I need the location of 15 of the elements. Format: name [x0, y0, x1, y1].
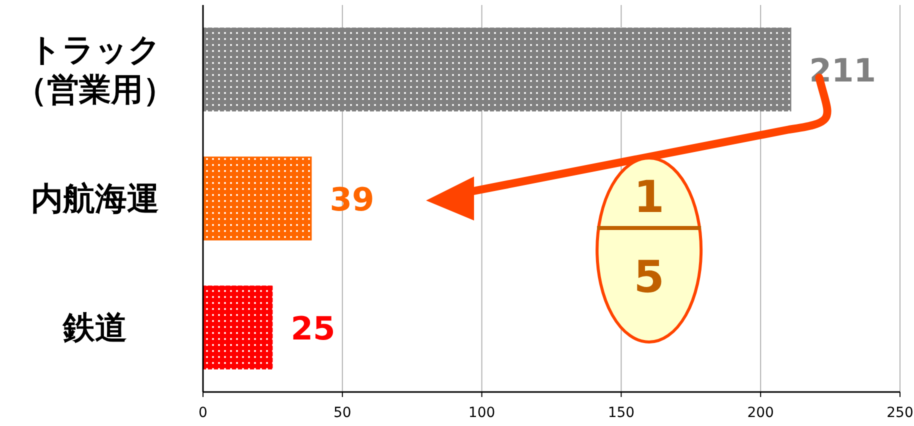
- y-tick-label: 鉄道: [62, 308, 127, 346]
- x-tick-label: 150: [608, 405, 635, 421]
- data-label: 25: [290, 310, 336, 348]
- bar: [203, 156, 312, 240]
- x-tick-label: 200: [747, 405, 774, 421]
- annotation: 5: [634, 252, 664, 303]
- data-label: 39: [330, 180, 374, 218]
- y-tick-label: トラック（営業用）: [15, 30, 175, 108]
- annotation: 1: [634, 172, 664, 223]
- y-tick-label: 内航海運: [31, 180, 159, 218]
- x-tick-label: 250: [886, 405, 914, 421]
- bar: [203, 286, 273, 370]
- x-tick-label: 0: [198, 405, 208, 421]
- x-tick-label: 50: [333, 405, 352, 421]
- x-tick-label: 100: [468, 405, 496, 421]
